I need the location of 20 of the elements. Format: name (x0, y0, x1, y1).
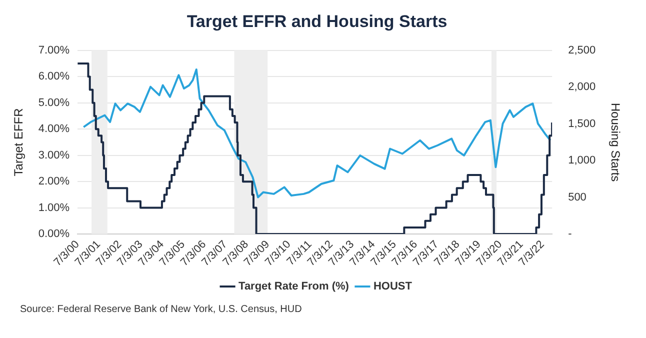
y-tick-label: 6.00% (38, 70, 70, 83)
y2-tick-label: 1,000 (568, 154, 596, 167)
y2-tick-label: 2,500 (568, 44, 596, 56)
y-tick-label: 0.00% (38, 228, 70, 240)
y-tick-label: 3.00% (38, 149, 70, 162)
legend-label: Target Rate From (%) (238, 280, 350, 293)
y-axis-title: Target EFFR (12, 108, 26, 176)
y-tick-label: 5.00% (38, 96, 70, 109)
y-tick-label: 7.00% (38, 44, 70, 56)
legend-label: HOUST (373, 280, 412, 293)
y2-axis-title: Housing Starts (608, 102, 622, 182)
y2-tick-label: 2,000 (568, 81, 596, 94)
chart-title: Target EFFR and Housing Starts (186, 12, 448, 31)
y-tick-label: 4.00% (38, 123, 70, 136)
y2-tick-label: 500 (568, 191, 586, 204)
y-tick-label: 1.00% (38, 202, 70, 214)
y2-tick-label: - (568, 228, 572, 240)
y-tick-label: 2.00% (38, 176, 70, 188)
source-note: Source: Federal Reserve Bank of New York, U.S. Census, HUD (20, 304, 302, 315)
y2-tick-label: 1,500 (568, 118, 596, 130)
